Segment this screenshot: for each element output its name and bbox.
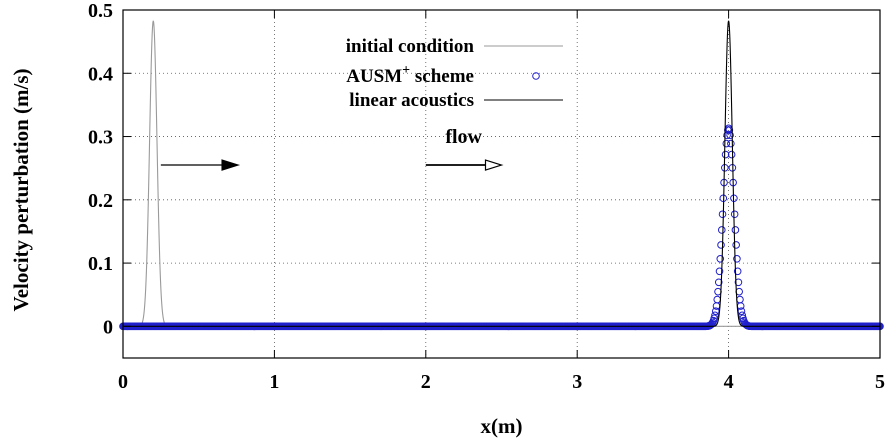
y-tick-label-1: 0.1 bbox=[88, 253, 113, 275]
data-point bbox=[721, 150, 730, 159]
data-point bbox=[717, 226, 726, 234]
data-point bbox=[733, 255, 741, 263]
y-tick-label-5: 0.5 bbox=[88, 0, 113, 22]
data-point bbox=[723, 131, 731, 140]
y-tick-label-2: 0.2 bbox=[88, 190, 113, 212]
legend-marker-1 bbox=[532, 72, 540, 80]
data-point bbox=[731, 226, 740, 234]
data-point bbox=[727, 150, 736, 159]
data-point bbox=[707, 320, 715, 329]
flow-arrow-head-0 bbox=[221, 159, 241, 171]
y-axis-label: Velocity perturbation (m/s) bbox=[9, 68, 33, 311]
data-point bbox=[733, 267, 742, 276]
data-point bbox=[717, 241, 725, 249]
plot-frame bbox=[122, 9, 881, 359]
x-axis-label: x(m) bbox=[481, 414, 523, 438]
x-tick-label-0: 0 bbox=[118, 371, 128, 393]
flow-arrow-head-1 bbox=[484, 159, 504, 171]
legend-label-2: linear acoustics bbox=[349, 90, 474, 111]
data-point bbox=[730, 210, 739, 219]
data-point bbox=[710, 314, 719, 323]
annotations: flow bbox=[160, 126, 504, 171]
legend: initial condition AUSM+ scheme linear acou… bbox=[346, 36, 563, 111]
data-point bbox=[725, 126, 734, 134]
y-tick-label-4: 0.4 bbox=[88, 63, 113, 85]
data-point bbox=[726, 131, 734, 140]
series-markers-1 bbox=[119, 124, 884, 331]
data-point bbox=[716, 255, 725, 263]
x-tick-label-2: 2 bbox=[421, 371, 431, 393]
grid bbox=[123, 9, 880, 358]
data-point bbox=[736, 295, 744, 304]
flow-label: flow bbox=[445, 126, 482, 148]
data-point bbox=[734, 278, 743, 287]
series-line-2 bbox=[123, 20, 880, 327]
x-tick-label-5: 5 bbox=[875, 371, 885, 393]
data-point bbox=[718, 210, 727, 219]
y-tick-label-0: 0 bbox=[103, 316, 113, 338]
legend-label-0: initial condition bbox=[346, 36, 475, 57]
data-point bbox=[711, 311, 719, 320]
series-line-0 bbox=[123, 20, 880, 327]
data-point bbox=[738, 311, 747, 320]
data-point bbox=[732, 241, 740, 249]
ticks: 0 1 2 3 4 5 0 0.1 0.2 0.3 0.4 0.5 bbox=[88, 0, 885, 393]
x-tick-label-3: 3 bbox=[572, 371, 582, 393]
data-point bbox=[714, 278, 723, 287]
legend-label-1: AUSM+ scheme bbox=[346, 63, 474, 87]
data-point bbox=[722, 139, 731, 148]
x-tick-label-1: 1 bbox=[269, 371, 279, 393]
y-tick-label-3: 0.3 bbox=[88, 127, 113, 149]
data-point bbox=[715, 267, 724, 276]
x-tick-label-4: 4 bbox=[724, 371, 734, 393]
data-point bbox=[727, 139, 735, 148]
data-point bbox=[713, 295, 722, 304]
series-layer bbox=[119, 20, 884, 331]
